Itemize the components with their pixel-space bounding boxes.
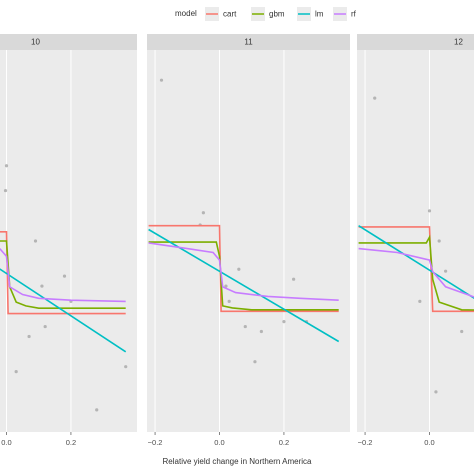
data-point [224,284,228,288]
data-point [27,334,31,339]
x-tick-label: 0.0 [214,438,224,447]
x-tick-label: 0.0 [1,438,11,447]
model-line [358,226,474,313]
panel-background [147,50,350,432]
strip [0,34,137,50]
data-point [62,274,67,278]
strip-label: 10 [31,38,40,47]
model-line [0,248,126,303]
data-point [237,267,241,271]
panel [148,50,340,432]
data-point [159,78,164,82]
x-tick-label: 0.0 [424,438,434,447]
data-point [282,320,286,324]
data-point [427,209,432,213]
strip-label: 12 [454,38,463,47]
data-point [201,211,205,215]
strip [147,34,350,50]
model-line [0,240,126,309]
data-point [3,188,8,193]
data-point [43,324,47,329]
data-point [259,329,263,334]
data-point [437,239,441,243]
data-point [434,390,438,394]
data-point [444,269,448,273]
model-line [148,241,339,311]
panel [0,50,128,432]
data-point [243,324,247,329]
data-point [14,370,18,374]
strip-label: 11 [244,38,253,47]
legend-label: lm [315,10,324,19]
legend-label: cart [223,10,237,19]
legend-label: gbm [269,10,285,19]
model-line [358,247,474,298]
data-point [95,408,99,412]
data-point [124,365,128,369]
data-point [460,329,464,334]
panel [358,50,474,432]
data-point [40,284,44,288]
data-point [253,360,257,364]
model-line [358,234,474,311]
panel-background [357,50,474,432]
data-point [373,96,377,100]
model-line [148,242,339,301]
model-line [358,225,474,300]
model-line [0,268,127,353]
data-point [33,239,38,243]
x-tick-label: 0.2 [66,438,76,447]
legend-title: model [175,9,197,18]
x-tick-label: 0.2 [279,438,289,447]
data-point [4,164,9,168]
x-axis-title: Relative yield change in Northern Americ… [163,457,313,466]
x-tick-label: −0.2 [358,438,373,447]
data-point [292,277,296,281]
legend-label: rf [351,10,357,19]
x-tick-label: −0.2 [148,438,163,447]
data-point [418,299,422,303]
data-point [227,299,231,303]
panel-background [0,50,137,432]
strip [357,34,474,50]
